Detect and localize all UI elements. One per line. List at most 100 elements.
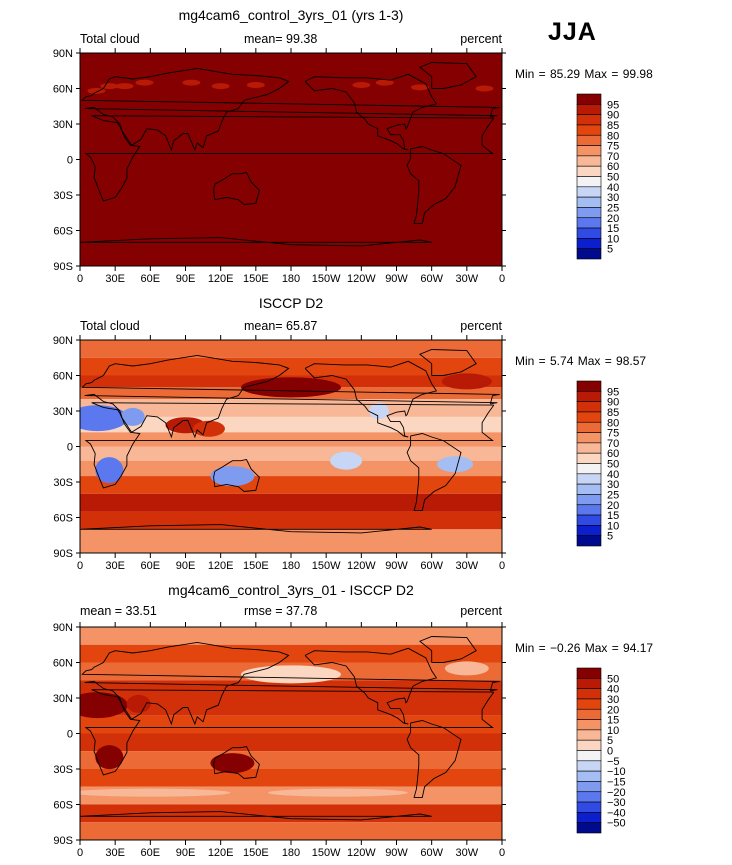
legend-2-label: 15 [607, 510, 619, 522]
legend-3-swatch [576, 781, 602, 793]
coastline-2-2 [213, 458, 260, 492]
legend-3-swatch [576, 760, 602, 772]
lon-label: 30W [456, 560, 479, 572]
lon-label: 0 [77, 847, 83, 859]
lon-label: 150E [243, 847, 269, 859]
legend-2-swatch [576, 473, 602, 485]
lon-label: 120E [208, 847, 234, 859]
lon-label: 60E [141, 847, 161, 859]
legend-2-swatch [576, 401, 602, 413]
coastline-1-5 [419, 62, 477, 89]
legend-1-label: 40 [607, 182, 619, 194]
lat-label: 60S [53, 513, 73, 525]
panel-1-min-max: Min = 85.29 Max = 99.98 [515, 67, 653, 81]
diff-band [80, 627, 502, 645]
lon-label: 90E [176, 273, 196, 285]
australia-clear-sky [210, 466, 255, 487]
lat-label: 0 [67, 729, 73, 741]
obs-band [80, 529, 502, 553]
lon-label: 180 [282, 560, 300, 572]
model-anomaly [100, 83, 119, 90]
north-atlantic-cloud [441, 373, 492, 390]
legend-3-swatch [576, 698, 602, 710]
southern-ocean-diff-east [267, 788, 408, 797]
legend-3-label: −40 [607, 807, 626, 819]
legend-2-swatch [576, 525, 602, 536]
legend-3-label: −20 [607, 787, 626, 799]
lat-label: 60N [53, 658, 73, 670]
legend-3-label: 5 [607, 735, 613, 747]
legend-3-label: 50 [607, 673, 619, 685]
panel-1-title: mg4cam6_control_3yrs_01 (yrs 1-3) [178, 7, 404, 23]
legend-1-label: 80 [607, 130, 619, 142]
legend-1-label: 75 [607, 141, 619, 153]
lon-label: 90W [385, 560, 408, 572]
model-anomaly [135, 79, 154, 86]
legend-2-label: 25 [607, 489, 619, 501]
lon-label: 120W [347, 560, 376, 572]
coastline-1-3 [304, 73, 438, 151]
lat-label: 30S [53, 477, 73, 489]
lat-label: 60S [53, 800, 73, 812]
lon-label: 90W [385, 847, 408, 859]
lon-label: 150W [312, 847, 341, 859]
lat-label: 30N [53, 119, 73, 131]
north-pacific-diff [241, 665, 341, 684]
lon-label: 0 [77, 560, 83, 572]
legend-3-swatch [576, 791, 602, 803]
diff-band [80, 698, 502, 716]
diff-band [80, 769, 502, 787]
obs-band [80, 460, 502, 477]
lon-label: 90E [176, 560, 196, 572]
legend-3-swatch [576, 739, 602, 751]
legend-2-swatch [576, 463, 602, 475]
legend-3-swatch [576, 812, 602, 823]
legend-3-swatch [576, 770, 602, 782]
maritime-cloud [192, 420, 225, 437]
legend-2-swatch [576, 494, 602, 506]
legend-1-swatch [576, 124, 602, 136]
coastline-2-3 [304, 360, 438, 438]
legend-2-label: 50 [607, 459, 619, 471]
legend-3-swatch [576, 688, 602, 700]
lon-label: 180 [282, 273, 300, 285]
legend-1-swatch [576, 196, 602, 208]
legend-3-swatch [576, 822, 602, 834]
legend-3-swatch [576, 708, 602, 720]
panel-1-center-label: mean= 99.38 [244, 32, 318, 46]
coastline-3-6 [80, 811, 432, 840]
panel-2-min-max: Min = 5.74 Max = 98.57 [515, 354, 647, 368]
legend-1-swatch [576, 176, 602, 188]
legend-1-label: 25 [607, 202, 619, 214]
legend-1-swatch [576, 186, 602, 198]
model-anomaly [211, 83, 230, 90]
legend-3-label: 10 [607, 725, 619, 737]
lat-label: 0 [67, 442, 73, 454]
legend-2-label: 10 [607, 520, 619, 532]
lon-label: 0 [77, 273, 83, 285]
diff-band [80, 804, 502, 823]
brazil-low [437, 456, 474, 473]
legend-3-swatch [576, 719, 602, 731]
legend-1-swatch [576, 104, 602, 115]
legend-2-swatch [576, 514, 602, 526]
legend-1-label: 90 [607, 110, 619, 122]
panel-1-left-label: Total cloud [80, 32, 140, 46]
season-label: JJA [548, 18, 597, 46]
legend-1-swatch [576, 227, 602, 239]
legend-3-label: −15 [607, 776, 626, 788]
legend-2-label: 60 [607, 448, 619, 460]
lat-label: 60N [53, 371, 73, 383]
legend-1-swatch [576, 217, 602, 229]
legend-2-label: 95 [607, 386, 619, 398]
legend-1-label: 20 [607, 213, 619, 225]
legend-1-label: 30 [607, 192, 619, 204]
obs-band [80, 446, 502, 461]
panel-3-unit-label: percent [460, 604, 502, 618]
lon-label: 120E [208, 273, 234, 285]
lon-label: 60W [420, 560, 443, 572]
lon-label: 150E [243, 560, 269, 572]
obs-band [80, 357, 502, 376]
coastline-3-4 [406, 720, 462, 798]
diff-band [80, 822, 502, 840]
